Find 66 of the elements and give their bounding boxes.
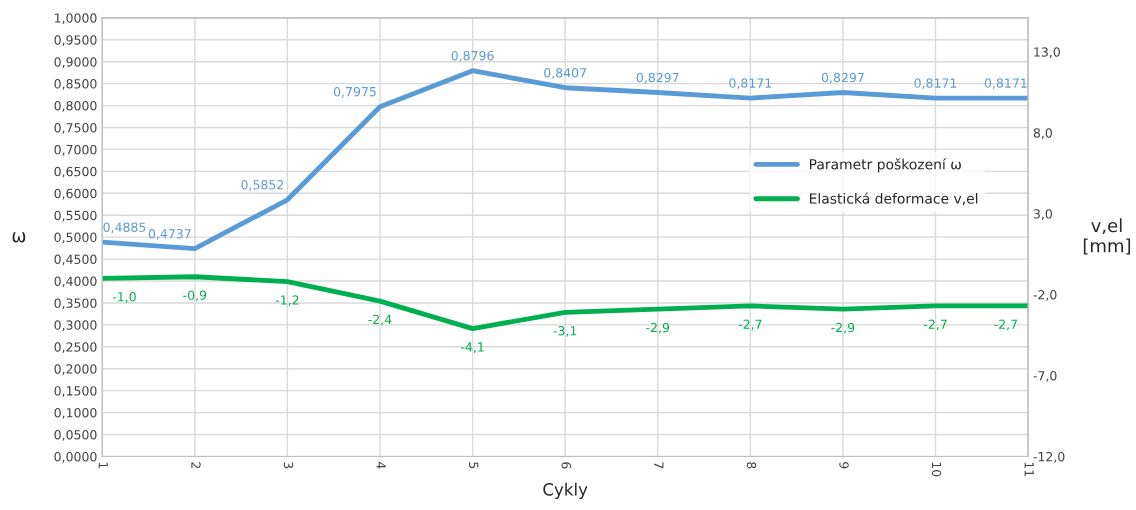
y-tick-label: 0,8000	[54, 101, 97, 112]
y-tick-label: 0,6000	[54, 188, 97, 200]
y-tick-label: 0,7500	[54, 122, 97, 134]
y-tick-label: 1,0000	[55, 13, 97, 25]
y-tick-label: 0,7000	[54, 144, 97, 156]
y-tick-label: 0,2500	[54, 342, 97, 353]
y2-tick-label: 8,0	[1033, 128, 1052, 139]
y2-tick-label: -7,0	[1033, 371, 1057, 382]
x-tick-label: 1	[98, 462, 108, 469]
data-label: 0,4885	[103, 222, 146, 234]
y-tick-label: 0,0500	[54, 429, 97, 441]
data-label: 0,8407	[544, 68, 586, 79]
y-tick-label: 0,9000	[54, 57, 97, 68]
data-label: -2,9	[831, 322, 855, 334]
y2-axis-title: v,el [mm]	[1083, 218, 1131, 255]
data-label: -2,7	[738, 319, 762, 331]
y-tick-label: 0,5500	[54, 210, 97, 222]
y-tick-label: 0,8500	[54, 79, 97, 90]
data-label: -2,7	[923, 319, 947, 331]
x-tick-label: 4	[376, 461, 386, 469]
x-tick-label: 7	[654, 462, 664, 469]
y-tick-label: 0,0000	[54, 451, 97, 463]
legend-label: Elastická deformace v,el	[809, 192, 978, 206]
data-label: 0,8171	[914, 78, 957, 90]
y-tick-label: 0,3000	[54, 320, 97, 332]
x-tick-label: 8	[746, 462, 757, 469]
y2-tick-label: -12,0	[1033, 451, 1065, 463]
x-axis-title: Cykly	[543, 482, 588, 499]
y-tick-label: 0,5000	[54, 232, 97, 244]
data-label: -4,1	[460, 342, 484, 353]
line-series	[102, 68, 1029, 252]
x-tick-label: 9	[839, 462, 849, 469]
data-label: 0,8171	[729, 78, 772, 90]
data-label: -3,1	[553, 326, 577, 337]
data-label: 0,7975	[333, 86, 376, 98]
y-tick-label: 0,1000	[54, 408, 97, 419]
y-tick-label: 0,3500	[54, 298, 97, 310]
y-tick-label: 0,4500	[54, 254, 97, 266]
data-label: -2,7	[994, 319, 1017, 331]
data-label: -2,9	[646, 322, 670, 334]
y2-tick-label: -2,0	[1033, 290, 1057, 301]
y-tick-label: 0,9500	[54, 35, 97, 46]
y-axis-title: ω	[12, 232, 26, 243]
data-label: 0,8297	[821, 72, 864, 84]
y2-tick-label: 13,0	[1034, 47, 1060, 59]
data-label: -1,2	[275, 295, 299, 306]
data-label: 0,8297	[636, 72, 679, 84]
x-tick-label: 3	[283, 462, 294, 469]
legend-label: Parametr poškození ω	[809, 158, 961, 173]
data-label: -0,9	[183, 290, 207, 302]
x-tick-label: 5	[468, 462, 479, 469]
data-label: 0,5852	[241, 180, 284, 191]
y-tick-label: 0,6500	[54, 166, 97, 178]
data-label: -2,4	[368, 314, 392, 326]
x-tick-label: 6	[561, 462, 571, 469]
x-tick-label: 11	[1024, 462, 1034, 477]
y2-tick-label: 3,0	[1033, 209, 1052, 220]
y-tick-label: 0,4000	[54, 276, 97, 288]
x-tick-label: 2	[191, 462, 201, 469]
data-label: 0,8796	[451, 50, 494, 62]
data-label: -1,0	[112, 292, 136, 303]
x-tick-label: 10	[931, 462, 942, 477]
data-label: 0,8171	[984, 78, 1027, 90]
y-tick-label: 0,1500	[54, 386, 97, 397]
data-label: 0,4737	[148, 228, 191, 240]
y-tick-label: 0,2000	[54, 364, 97, 375]
